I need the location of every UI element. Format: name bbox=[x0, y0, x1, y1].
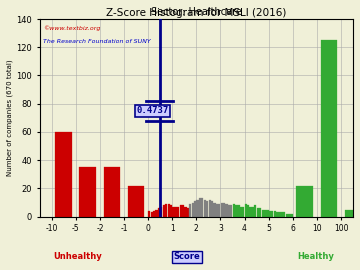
Bar bbox=[167, 204, 170, 217]
Bar bbox=[189, 204, 192, 217]
Bar bbox=[259, 208, 261, 217]
Bar bbox=[55, 132, 72, 217]
Bar bbox=[249, 207, 252, 217]
Bar bbox=[192, 202, 194, 217]
Bar bbox=[223, 202, 225, 217]
Bar bbox=[235, 205, 237, 217]
Bar bbox=[345, 210, 360, 217]
Bar bbox=[194, 201, 196, 217]
Title: Z-Score Histogram for MSLI (2016): Z-Score Histogram for MSLI (2016) bbox=[106, 8, 287, 18]
Text: Healthy: Healthy bbox=[297, 252, 334, 261]
Bar bbox=[281, 212, 283, 217]
Bar bbox=[264, 210, 266, 217]
Bar bbox=[206, 201, 208, 217]
Bar bbox=[182, 205, 184, 217]
Bar bbox=[269, 211, 271, 217]
Bar bbox=[247, 205, 249, 217]
Bar bbox=[156, 210, 158, 217]
Bar bbox=[278, 212, 280, 217]
Bar bbox=[216, 204, 218, 217]
Bar bbox=[172, 207, 175, 217]
Bar bbox=[218, 204, 220, 217]
Bar bbox=[242, 207, 244, 217]
Bar bbox=[208, 200, 211, 217]
Bar bbox=[283, 212, 285, 217]
Bar bbox=[254, 205, 256, 217]
Bar bbox=[252, 207, 254, 217]
Bar bbox=[238, 205, 240, 217]
Bar bbox=[184, 207, 186, 217]
Bar bbox=[240, 207, 242, 217]
Bar bbox=[296, 185, 313, 217]
Bar bbox=[180, 205, 182, 217]
Bar bbox=[221, 202, 223, 217]
Bar bbox=[150, 212, 153, 217]
Bar bbox=[288, 214, 290, 217]
Bar bbox=[175, 207, 177, 217]
Bar bbox=[170, 205, 172, 217]
Bar bbox=[233, 204, 235, 217]
Bar bbox=[104, 167, 120, 217]
Bar bbox=[262, 210, 264, 217]
Bar bbox=[271, 211, 273, 217]
Bar bbox=[201, 198, 203, 217]
Bar bbox=[165, 204, 167, 217]
Bar bbox=[153, 211, 155, 217]
Bar bbox=[213, 202, 216, 217]
Bar bbox=[274, 211, 276, 217]
Text: 0.4737: 0.4737 bbox=[136, 106, 168, 115]
Text: Unhealthy: Unhealthy bbox=[53, 252, 102, 261]
Bar bbox=[276, 212, 278, 217]
Bar bbox=[245, 204, 247, 217]
Bar bbox=[199, 198, 201, 217]
Bar bbox=[80, 167, 96, 217]
Text: Sector: Healthcare: Sector: Healthcare bbox=[151, 7, 242, 17]
Bar bbox=[286, 214, 288, 217]
Bar bbox=[127, 185, 144, 217]
Bar bbox=[160, 207, 162, 217]
Bar bbox=[204, 200, 206, 217]
Text: Score: Score bbox=[174, 252, 200, 261]
Text: The Research Foundation of SUNY: The Research Foundation of SUNY bbox=[43, 39, 150, 44]
Bar bbox=[320, 40, 337, 217]
Bar bbox=[230, 205, 232, 217]
Bar bbox=[225, 204, 228, 217]
Bar bbox=[163, 205, 165, 217]
Bar bbox=[197, 200, 199, 217]
Y-axis label: Number of companies (670 total): Number of companies (670 total) bbox=[7, 59, 13, 176]
Bar bbox=[266, 210, 269, 217]
Bar bbox=[211, 201, 213, 217]
Bar bbox=[148, 211, 150, 217]
Text: ©www.textbiz.org: ©www.textbiz.org bbox=[43, 25, 100, 31]
Bar bbox=[177, 207, 179, 217]
Bar bbox=[187, 208, 189, 217]
Bar bbox=[291, 214, 293, 217]
Bar bbox=[158, 208, 160, 217]
Bar bbox=[228, 205, 230, 217]
Bar bbox=[257, 208, 259, 217]
